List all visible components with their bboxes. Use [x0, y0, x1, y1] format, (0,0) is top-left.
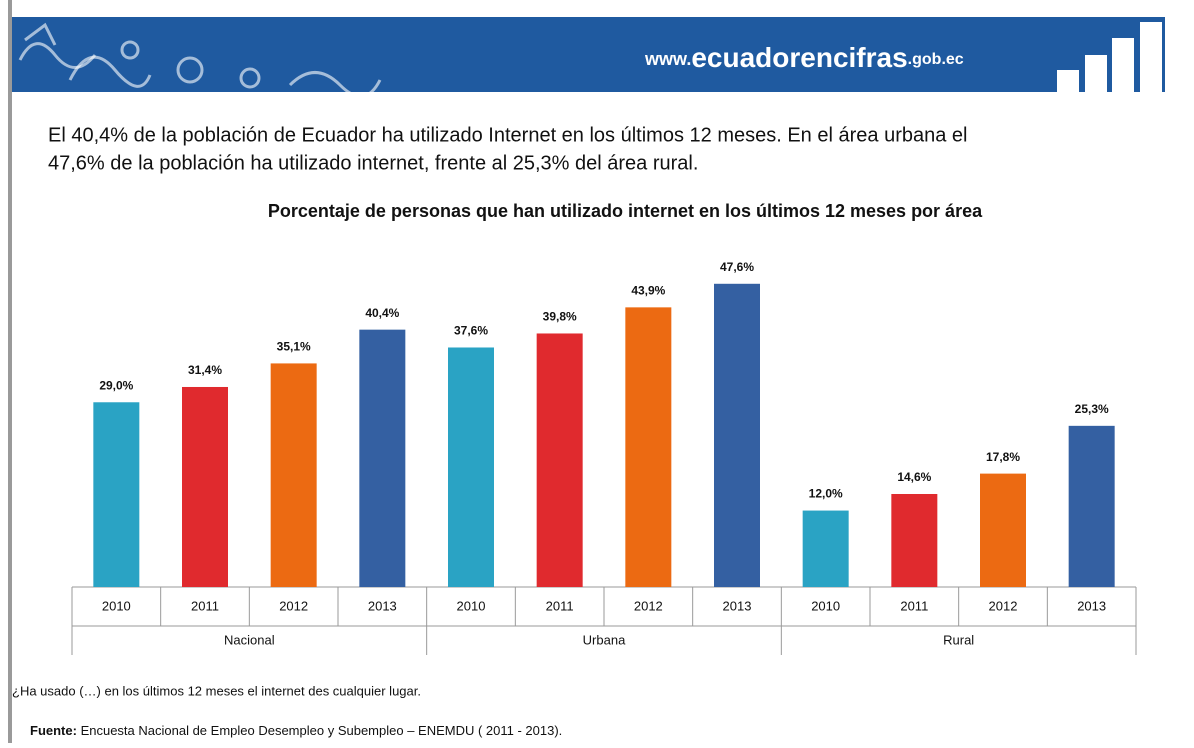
- footnote: ¿Ha usado (…) en los últimos 12 meses el…: [12, 683, 421, 698]
- x-tick-label: 2013: [1077, 598, 1106, 613]
- bar: [803, 511, 849, 587]
- value-label: 31,4%: [188, 363, 222, 377]
- intro-line: 47,6% de la población ha utilizado inter…: [48, 152, 698, 174]
- x-tick-label: 2011: [191, 598, 219, 613]
- x-tick-label: 2010: [811, 598, 840, 613]
- value-label: 25,3%: [1075, 402, 1109, 416]
- bar: [1069, 426, 1115, 587]
- bar: [891, 494, 937, 587]
- chart: Nacional 29,0% 2010 31,4% 2011 35,1% 2012 40,4%…: [72, 260, 1136, 655]
- source-label: Fuente:: [30, 723, 77, 738]
- group-label: Urbana: [583, 632, 626, 647]
- group-label: Rural: [943, 632, 974, 647]
- group-label: Nacional: [224, 632, 275, 647]
- left-border: [8, 0, 12, 743]
- value-label: 47,6%: [720, 260, 754, 274]
- bar: [980, 474, 1026, 587]
- x-tick-label: 2013: [368, 598, 397, 613]
- value-label: 43,9%: [631, 284, 665, 298]
- x-tick-label: 2012: [279, 598, 308, 613]
- x-tick-label: 2012: [989, 598, 1018, 613]
- value-label: 17,8%: [986, 450, 1020, 464]
- url-prefix: www.: [644, 49, 691, 69]
- x-tick-label: 2013: [723, 598, 752, 613]
- slide: www.ecuadorencifras.gob.ec El 40,4% de l…: [0, 0, 1194, 743]
- url-suffix: .gob.ec: [908, 51, 964, 68]
- bar: [182, 387, 228, 587]
- bar: [271, 363, 317, 587]
- value-label: 12,0%: [809, 487, 843, 501]
- x-tick-label: 2011: [546, 598, 574, 613]
- value-label: 35,1%: [277, 340, 311, 354]
- value-label: 39,8%: [543, 310, 577, 324]
- source-text: Encuesta Nacional de Empleo Desempleo y …: [77, 723, 562, 738]
- bar: [714, 284, 760, 587]
- value-label: 37,6%: [454, 324, 488, 338]
- bar: [537, 333, 583, 587]
- bar: [448, 347, 494, 587]
- bar: [93, 402, 139, 587]
- value-label: 40,4%: [365, 306, 399, 320]
- source: Fuente: Encuesta Nacional de Empleo Dese…: [30, 723, 562, 738]
- intro-line: El 40,4% de la población de Ecuador ha u…: [48, 124, 967, 146]
- bar: [625, 307, 671, 587]
- url-main: ecuadorencifras: [691, 42, 907, 73]
- x-tick-label: 2010: [102, 598, 131, 613]
- x-tick-label: 2011: [900, 598, 928, 613]
- bar: [359, 330, 405, 587]
- value-label: 14,6%: [897, 470, 931, 484]
- x-tick-label: 2010: [457, 598, 486, 613]
- value-label: 29,0%: [99, 378, 133, 392]
- x-tick-label: 2012: [634, 598, 663, 613]
- chart-title: Porcentaje de personas que han utilizado…: [268, 201, 983, 221]
